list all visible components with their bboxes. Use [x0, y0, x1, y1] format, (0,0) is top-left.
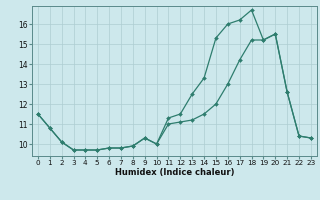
- X-axis label: Humidex (Indice chaleur): Humidex (Indice chaleur): [115, 168, 234, 177]
